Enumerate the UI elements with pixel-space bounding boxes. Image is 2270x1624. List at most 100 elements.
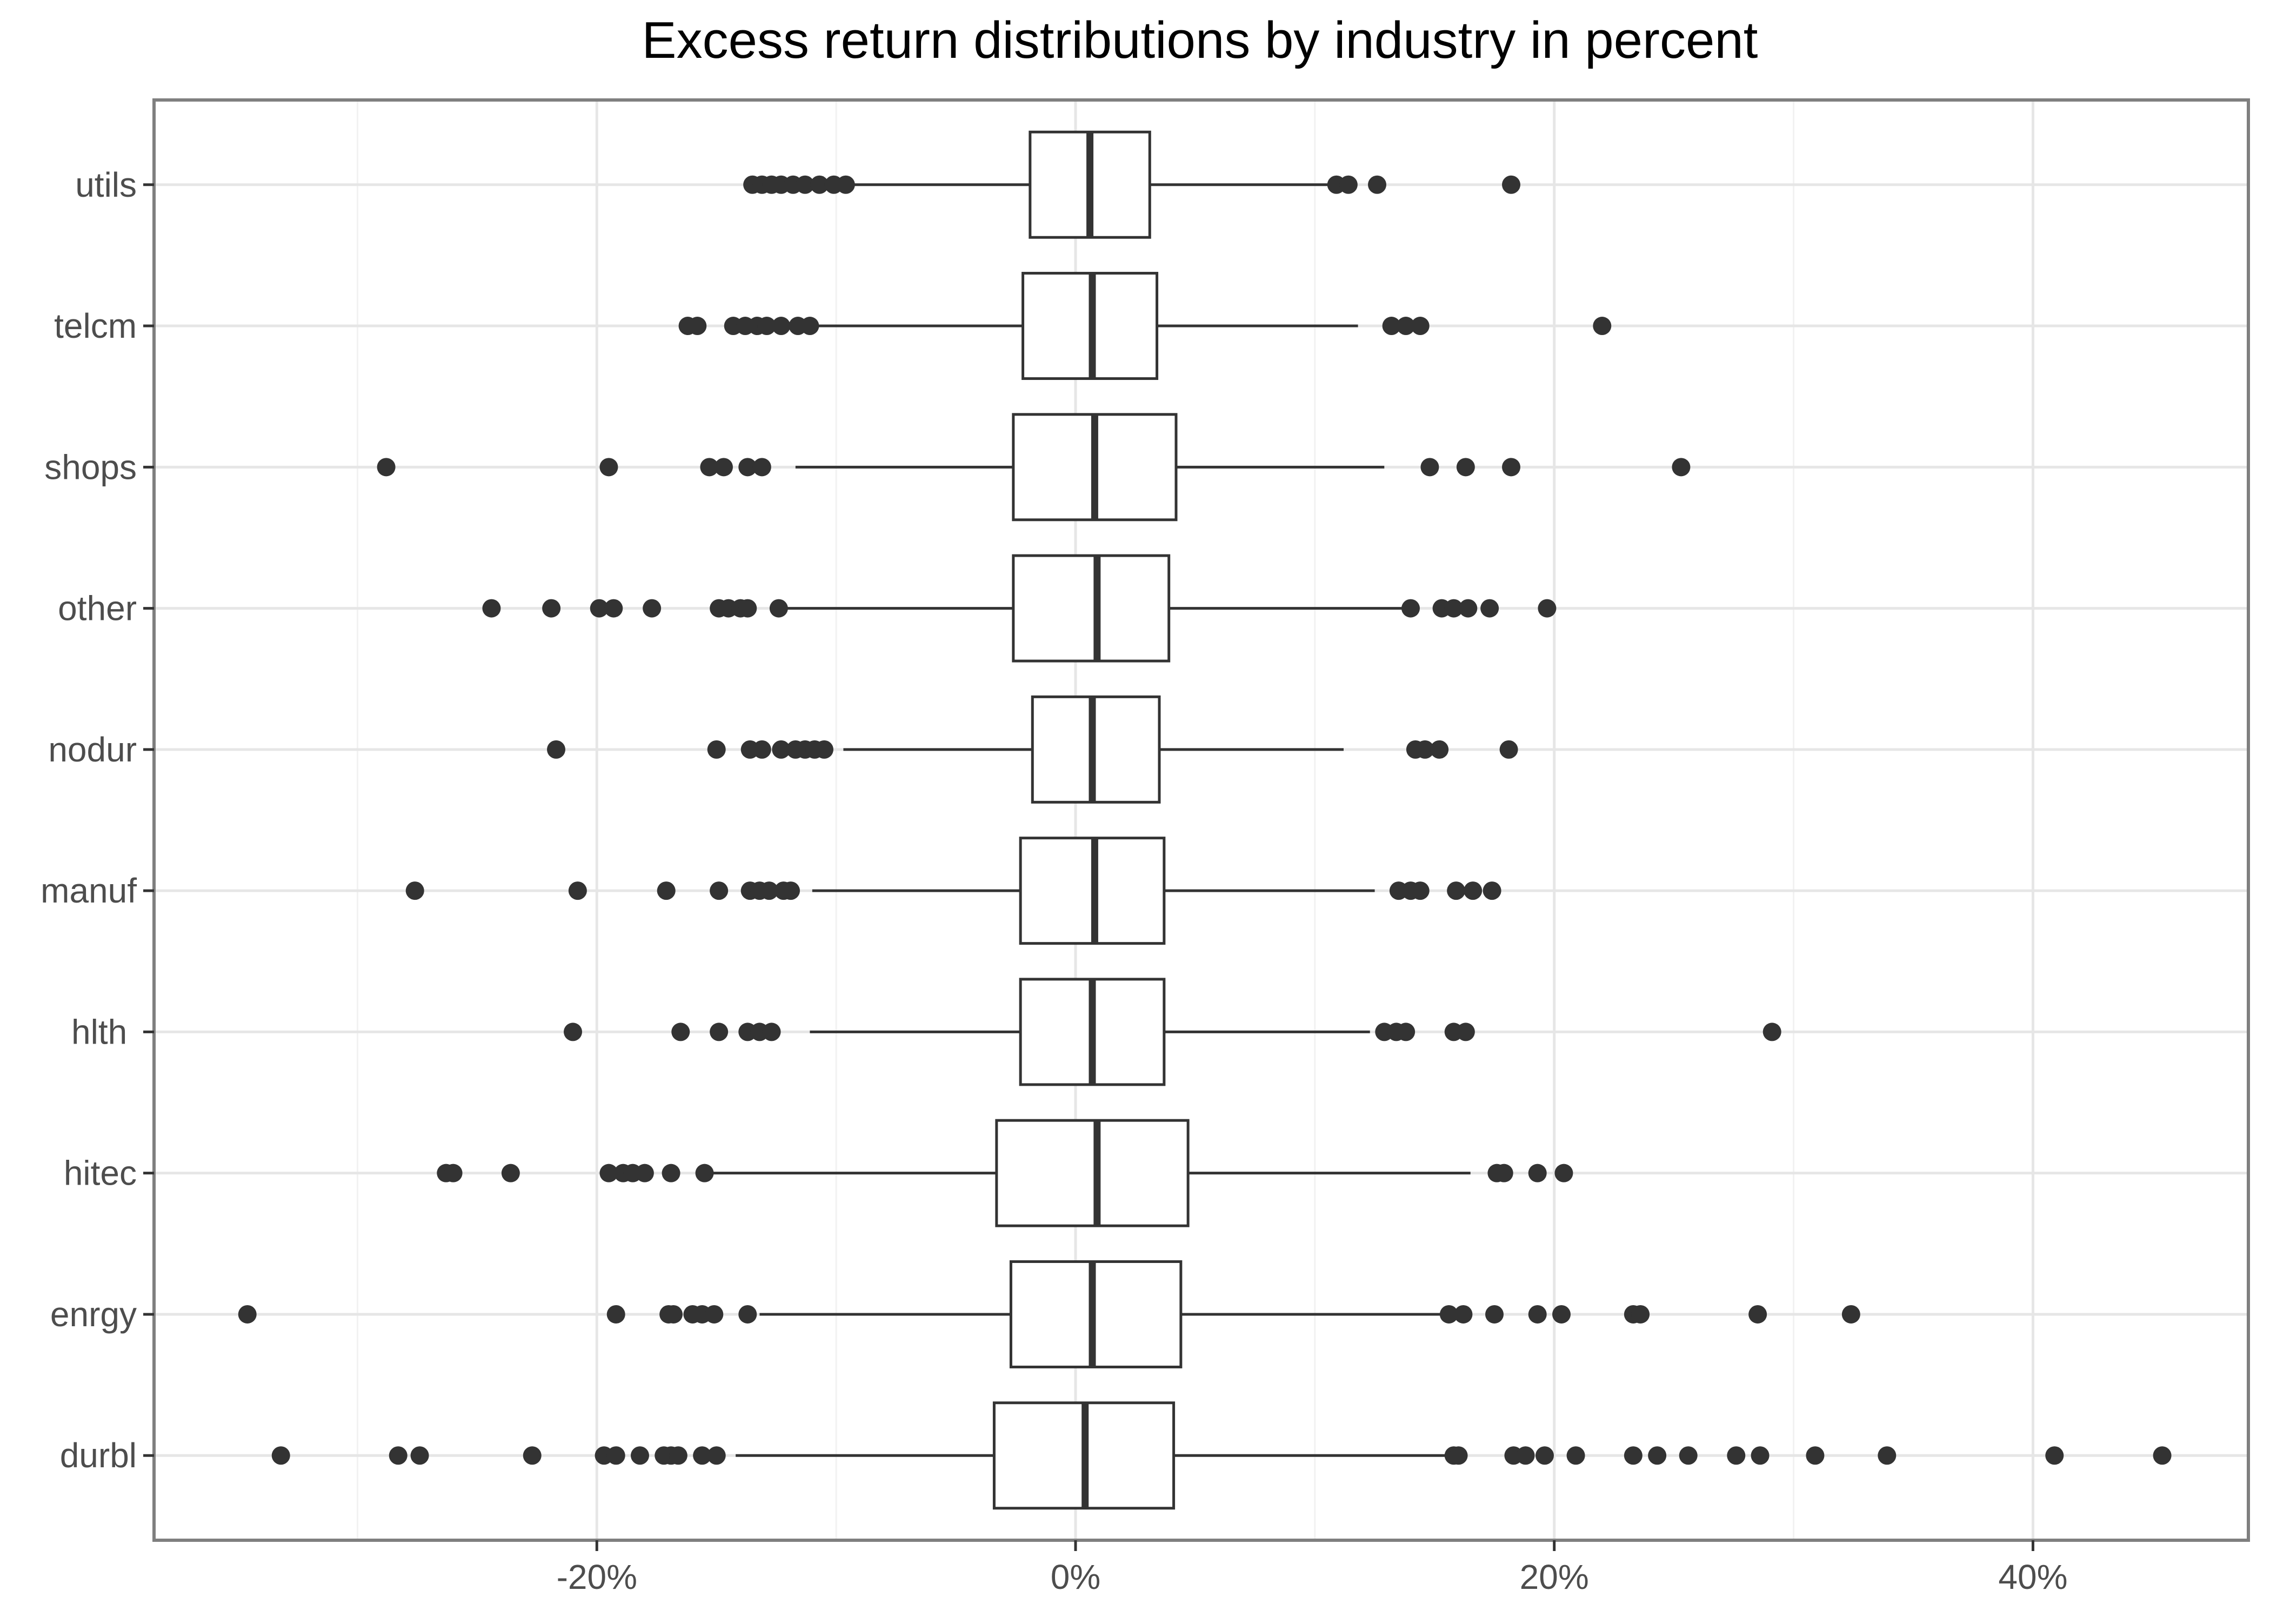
x-tick-label: -20%: [557, 1558, 637, 1596]
iqr-box: [1009, 1260, 1183, 1368]
outlier-point: [1762, 1022, 1781, 1041]
outlier-point: [444, 1164, 463, 1182]
outlier-point: [1878, 1446, 1897, 1465]
outlier-point: [662, 1164, 680, 1182]
outlier-point: [1464, 881, 1483, 900]
outlier-point: [760, 881, 779, 900]
outlier-point: [377, 458, 396, 477]
outlier-point: [1430, 740, 1449, 759]
outlier-point: [606, 1305, 625, 1324]
outlier-point: [769, 599, 788, 618]
plot-panel-border: [152, 98, 2250, 1542]
box-group: [564, 978, 1781, 1086]
outlier-point: [688, 317, 707, 336]
outlier-point: [707, 740, 726, 759]
outlier-point: [1411, 317, 1430, 336]
outlier-point: [772, 317, 791, 336]
y-tick-label: nodur: [48, 730, 137, 769]
outlier-point: [1748, 1305, 1767, 1324]
outlier-point: [1516, 1446, 1535, 1465]
outlier-point: [1672, 458, 1691, 477]
outlier-point: [669, 1446, 687, 1465]
outlier-point: [1454, 1305, 1473, 1324]
box-layer: [238, 130, 2172, 1510]
outlier-point: [542, 599, 561, 618]
outlier-point: [772, 740, 791, 759]
outlier-point: [599, 1164, 618, 1182]
outlier-point: [695, 1164, 714, 1182]
outlier-point: [1416, 740, 1434, 759]
outlier-point: [738, 1305, 757, 1324]
outlier-point: [604, 599, 623, 618]
outlier-point: [1494, 1164, 1513, 1182]
box-group: [743, 130, 1520, 239]
outlier-point: [836, 175, 855, 194]
outlier-point: [1499, 740, 1518, 759]
outlier-point: [1535, 1446, 1554, 1465]
outlier-point: [1439, 1305, 1458, 1324]
iqr-box: [1012, 554, 1171, 663]
outlier-point: [568, 881, 587, 900]
outlier-point: [738, 458, 757, 477]
outlier-point: [1593, 317, 1612, 336]
y-tick-label: enrgy: [50, 1295, 137, 1334]
outlier-point: [635, 1164, 654, 1182]
outlier-point: [1679, 1446, 1698, 1465]
outlier-point: [1449, 1446, 1468, 1465]
outlier-point: [1841, 1305, 1860, 1324]
outlier-point: [590, 599, 609, 618]
outlier-point: [782, 881, 800, 900]
box-group: [377, 413, 1691, 522]
outlier-point: [389, 1446, 408, 1465]
chart-title: Excess return distributions by industry …: [642, 11, 1758, 69]
outlier-point: [800, 317, 819, 336]
outlier-point: [271, 1446, 290, 1465]
iqr-box: [995, 1119, 1190, 1227]
outlier-point: [752, 740, 771, 759]
outlier-point: [1502, 458, 1520, 477]
outlier-point: [710, 881, 729, 900]
outlier-point: [1554, 1164, 1573, 1182]
box-group: [482, 554, 1557, 663]
x-tick-label: 40%: [1998, 1558, 2067, 1596]
outlier-point: [700, 458, 719, 477]
outlier-point: [1339, 175, 1358, 194]
outlier-point: [1727, 1446, 1746, 1465]
outlier-point: [410, 1446, 429, 1465]
outlier-point: [482, 599, 501, 618]
y-tick-label: durbl: [60, 1436, 137, 1475]
outlier-point: [1401, 599, 1420, 618]
outlier-point: [1648, 1446, 1667, 1465]
outlier-point: [599, 458, 618, 477]
box-group: [678, 272, 1612, 380]
outlier-point: [1483, 881, 1501, 900]
iqr-box: [1031, 695, 1161, 804]
outlier-point: [606, 1446, 625, 1465]
outlier-point: [1382, 317, 1401, 336]
outlier-point: [501, 1164, 520, 1182]
box-group: [238, 1260, 1860, 1368]
outlier-point: [710, 1022, 729, 1041]
outlier-point: [1444, 599, 1463, 618]
outlier-point: [523, 1446, 542, 1465]
outlier-point: [1456, 1022, 1475, 1041]
outlier-point: [631, 1446, 649, 1465]
y-tick-label: shops: [44, 447, 137, 486]
y-tick-label: other: [58, 589, 137, 628]
y-tick-label: telcm: [54, 306, 137, 345]
box-group: [437, 1119, 1573, 1227]
outlier-point: [757, 317, 776, 336]
y-tick-label: utils: [75, 165, 137, 204]
outlier-point: [671, 1022, 690, 1041]
outlier-point: [405, 881, 424, 900]
box-group: [405, 837, 1501, 945]
outlier-point: [1751, 1446, 1770, 1465]
outlier-point: [705, 1305, 724, 1324]
outlier-point: [657, 881, 676, 900]
outlier-point: [664, 1305, 683, 1324]
outlier-point: [1538, 599, 1557, 618]
outlier-point: [810, 175, 829, 194]
outlier-point: [707, 1446, 726, 1465]
